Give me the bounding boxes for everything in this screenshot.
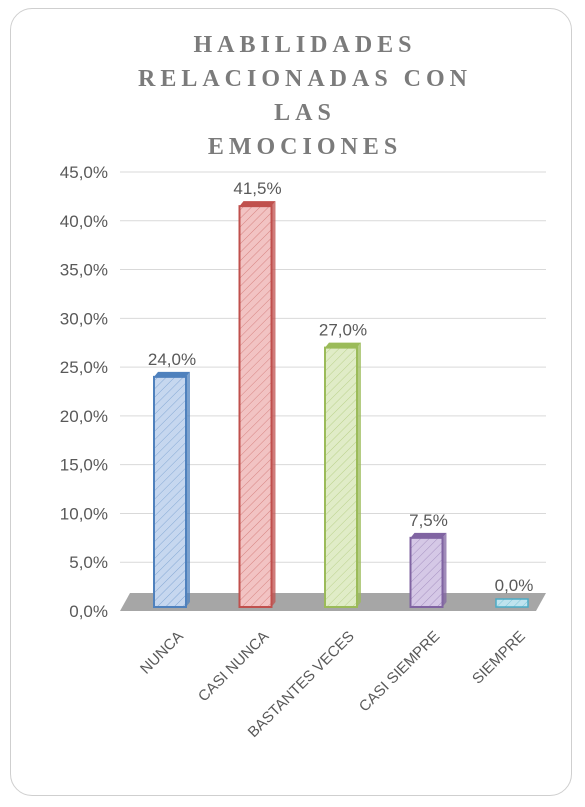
data-label: 27,0% [319, 321, 367, 340]
x-tick-label: CASI NUNCA [195, 628, 272, 705]
chart-title: HABILIDADES RELACIONADAS CON LAS EMOCION… [120, 28, 490, 164]
bar-siempre: 0,0% SIEMPRE [469, 576, 533, 688]
chart-title-line-1: HABILIDADES [193, 32, 417, 58]
data-label: 41,5% [233, 179, 281, 198]
bar-front [153, 375, 187, 608]
chart-title-line-3: EMOCIONES [207, 134, 403, 160]
data-label: 7,5% [409, 511, 448, 530]
x-tick-label: CASI SIEMPRE [356, 628, 443, 715]
data-label: 0,0% [495, 576, 534, 595]
y-axis: 0,0% 5,0% 10,0% 15,0% 20,0% 25,0% 30,0% 35,0% 40… [60, 163, 546, 621]
bar-casi-siempre: 7,5% CASI SIEMPRE [356, 511, 448, 715]
y-tick-label: 35,0% [60, 261, 108, 280]
y-tick-label: 30,0% [60, 309, 108, 328]
bar-casi-nunca: 41,5% CASI NUNCA [195, 179, 282, 705]
bar-front [324, 346, 358, 608]
x-tick-label: NUNCA [137, 628, 187, 678]
y-tick-label: 20,0% [60, 407, 108, 426]
y-tick-label: 40,0% [60, 212, 108, 231]
y-tick-label: 10,0% [60, 504, 108, 523]
y-tick-label: 0,0% [69, 602, 108, 621]
chart-title-line-2: RELACIONADAS CON LAS [137, 66, 473, 126]
bar-front [409, 536, 444, 608]
bar-top [410, 532, 447, 538]
y-tick-label: 5,0% [69, 553, 108, 572]
bar-top [154, 371, 190, 377]
y-tick-label: 45,0% [60, 163, 108, 182]
y-tick-label: 25,0% [60, 358, 108, 377]
bar-front [238, 205, 273, 608]
y-tick-label: 15,0% [60, 456, 108, 475]
chart-frame [10, 8, 572, 796]
bar-top [239, 201, 276, 207]
data-label: 24,0% [148, 350, 196, 369]
x-tick-label: SIEMPRE [469, 628, 529, 688]
bar-top [325, 342, 361, 348]
bar-front [495, 598, 529, 608]
